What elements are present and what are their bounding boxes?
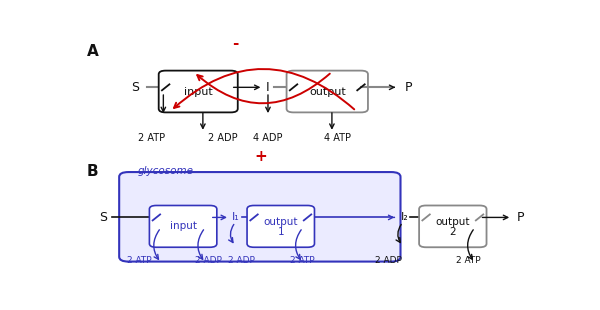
FancyBboxPatch shape [119,172,401,262]
Text: I₂: I₂ [401,212,408,222]
Text: output: output [263,217,298,227]
Text: output: output [309,86,346,96]
Text: 2 ADP: 2 ADP [376,256,403,265]
Text: I₁: I₁ [232,212,239,222]
Text: 4 ADP: 4 ADP [253,133,283,143]
Text: 4 ATP: 4 ATP [324,133,351,143]
Text: +: + [254,149,268,164]
FancyBboxPatch shape [149,206,217,247]
Text: 2 ADP: 2 ADP [196,256,223,265]
Text: 1: 1 [277,227,284,237]
Text: -: - [232,36,239,51]
Text: S: S [99,211,107,224]
Text: B: B [86,164,98,179]
FancyBboxPatch shape [287,71,368,113]
Text: 2 ATP: 2 ATP [138,133,165,143]
Text: output: output [436,217,470,227]
Text: input: input [184,86,212,96]
Text: glycosome: glycosome [138,166,194,176]
Text: 2 ATP: 2 ATP [290,256,314,265]
Text: 2 ADP: 2 ADP [228,256,255,265]
FancyBboxPatch shape [419,206,487,247]
Text: I: I [266,81,270,94]
Text: 2 ATP: 2 ATP [455,256,480,265]
Text: P: P [405,81,413,94]
Text: A: A [86,44,98,59]
Text: 2 ATP: 2 ATP [127,256,151,265]
Text: P: P [517,211,524,224]
Text: 2: 2 [449,227,456,237]
Text: S: S [131,81,139,94]
Text: input: input [170,221,197,231]
FancyBboxPatch shape [158,71,238,113]
Text: 2 ADP: 2 ADP [208,133,238,143]
FancyBboxPatch shape [247,206,314,247]
